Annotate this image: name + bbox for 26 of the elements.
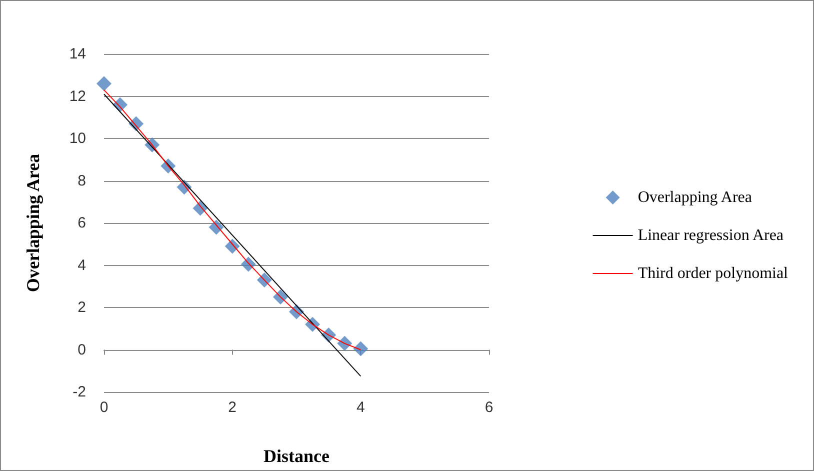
point [337,336,352,351]
point [96,76,112,92]
x-tick-label: 6 [484,399,494,416]
y-tick-label: -2 [72,384,86,400]
y-axis-title: Overlapping Area [23,154,43,292]
y-tick-label: 8 [78,172,86,190]
y-tick-label: 14 [69,46,86,62]
legend-label: Third order polynomial [638,265,789,282]
x-tick-label: 2 [228,399,237,416]
point [224,238,240,254]
point [256,272,272,288]
point [240,256,256,272]
x-axis-title: Distance [264,446,330,466]
y-tick-label: 0 [78,341,86,358]
y-tick-label: 10 [69,130,86,147]
legend-label: Overlapping Area [638,189,752,206]
y-tick-label: 6 [78,214,86,232]
x-tick-label: 4 [356,399,365,416]
y-tick-label: 4 [78,256,86,274]
legend-label: Linear regression Area [638,227,784,244]
point [353,341,368,356]
point [208,220,224,235]
y-tick-label: 12 [69,88,86,105]
x-tick-label: 0 [100,399,108,416]
point [272,289,288,304]
y-tick-label: 2 [78,299,86,316]
